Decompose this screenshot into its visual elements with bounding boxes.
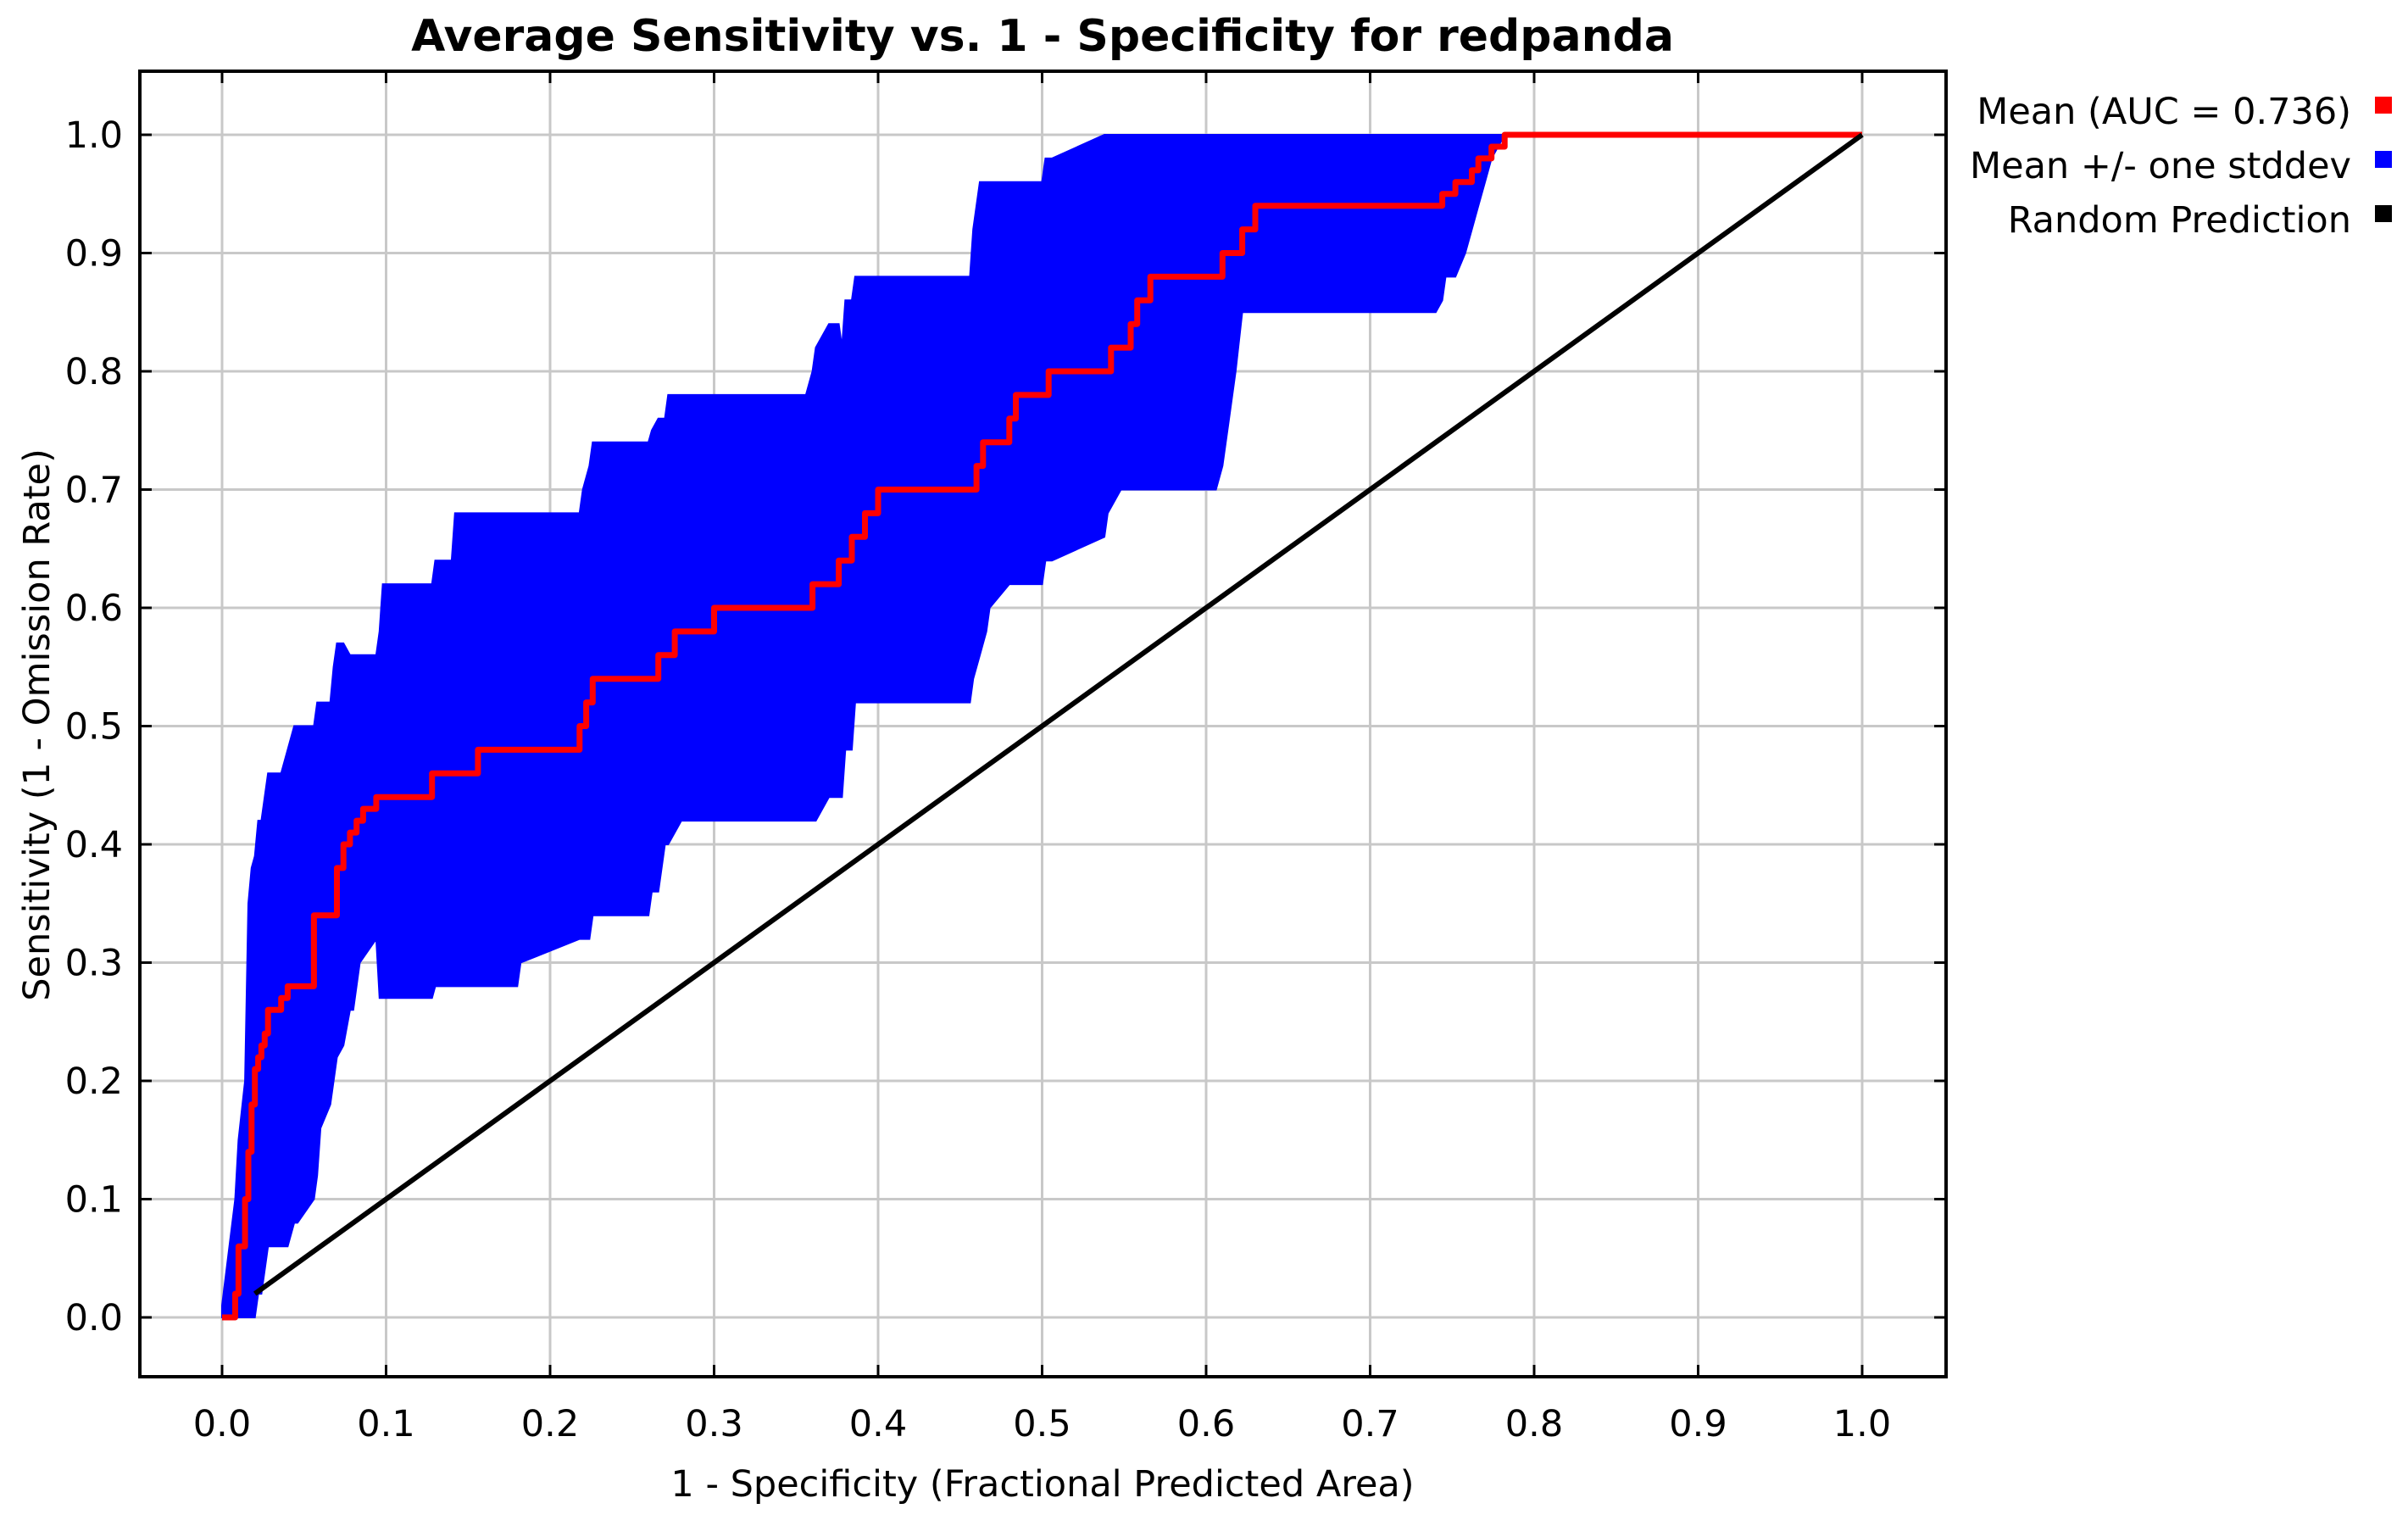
x-tick-label: 0.1	[357, 1403, 414, 1445]
tick-layer: 0.0 0.1 0.2 0.3 0.4 0.5 0.6 0.7 0.8 0.9 1.0 0.0 0.1 0…	[65, 71, 1946, 1445]
chart-title: Average Sensitivity vs. 1 - Specificity …	[411, 11, 1674, 62]
legend-entry-random: Random Prediction	[2008, 199, 2392, 242]
grid-layer	[140, 71, 1946, 1377]
y-tick-label: 0.3	[65, 943, 123, 985]
legend-swatch-stddev	[2375, 151, 2392, 168]
legend: Mean (AUC = 0.736) Mean +/- one stddev R…	[1970, 91, 2392, 242]
x-tick-label: 0.6	[1177, 1403, 1235, 1445]
x-tick-label: 0.3	[685, 1403, 742, 1445]
y-tick-label: 0.0	[65, 1297, 123, 1339]
y-tick-label: 0.1	[65, 1179, 123, 1222]
random-prediction-line	[253, 132, 1864, 1296]
x-tick-label: 0.9	[1669, 1403, 1727, 1445]
x-tick-label: 1.0	[1833, 1403, 1891, 1445]
line-layer	[222, 131, 1864, 1321]
x-tick-label: 0.5	[1013, 1403, 1071, 1445]
x-tick-label: 0.8	[1505, 1403, 1563, 1445]
x-axis-label: 1 - Specificity (Fractional Predicted Ar…	[670, 1463, 1414, 1506]
y-tick-label: 0.8	[65, 351, 123, 393]
legend-swatch-mean	[2375, 97, 2392, 114]
legend-label-random: Random Prediction	[2008, 199, 2351, 242]
legend-entry-mean: Mean (AUC = 0.736)	[1977, 91, 2392, 133]
y-tick-label: 0.6	[65, 587, 123, 630]
mean-roc-line	[222, 131, 1862, 1321]
y-tick-label: 0.2	[65, 1061, 123, 1103]
y-tick-label: 0.4	[65, 824, 123, 866]
y-tick-label: 1.0	[65, 114, 123, 157]
legend-entry-stddev: Mean +/- one stddev	[1970, 145, 2392, 187]
legend-label-stddev: Mean +/- one stddev	[1970, 145, 2351, 187]
legend-swatch-random	[2375, 205, 2392, 222]
x-tick-label: 0.4	[849, 1403, 907, 1445]
y-axis-label: Sensitivity (1 - Omission Rate)	[16, 448, 58, 1001]
x-tick-label: 0.7	[1341, 1403, 1399, 1445]
legend-label-mean: Mean (AUC = 0.736)	[1977, 91, 2351, 133]
x-tick-label: 0.2	[521, 1403, 579, 1445]
y-tick-label: 0.9	[65, 233, 123, 276]
x-tick-label: 0.0	[193, 1403, 251, 1445]
y-tick-label: 0.5	[65, 706, 123, 749]
y-tick-label: 0.7	[65, 470, 123, 512]
